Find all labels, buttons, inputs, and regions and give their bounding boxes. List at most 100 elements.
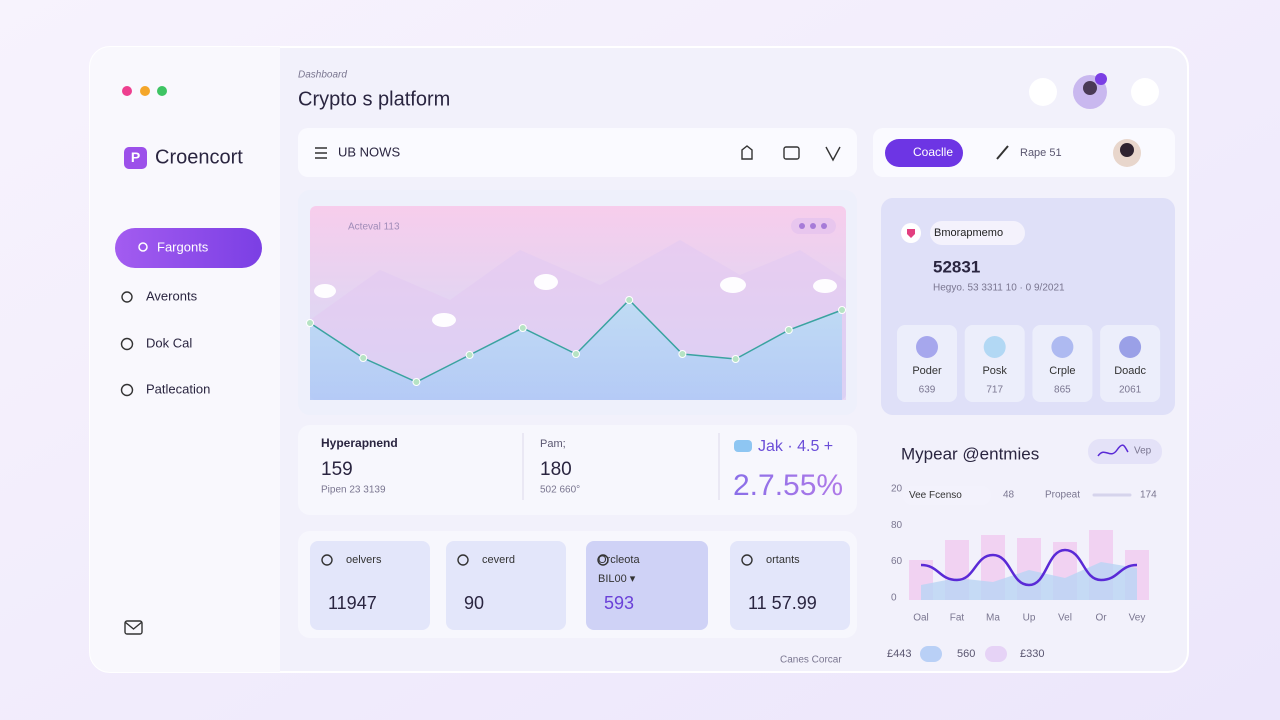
tile — [1100, 325, 1161, 402]
brand-icon-letter: P — [131, 149, 140, 165]
tile-icon — [1051, 336, 1074, 358]
stat-card — [310, 541, 430, 630]
x-tick-label: Vey — [1129, 613, 1146, 624]
toggle-label[interactable]: Vep — [1134, 446, 1152, 457]
tile-label: Poder — [912, 365, 942, 377]
stat-card — [446, 541, 566, 630]
nav-item[interactable]: Dok Cal — [146, 335, 192, 350]
legend-value: 174 — [1140, 490, 1157, 501]
x-tick-label: Up — [1023, 613, 1036, 624]
window-dot — [122, 86, 132, 96]
home-icon[interactable] — [741, 145, 753, 160]
stat-card — [586, 541, 708, 630]
window-dot — [157, 86, 167, 96]
brand: Croencort — [155, 146, 243, 168]
folder-icon[interactable] — [783, 146, 800, 160]
legend-value: 48 — [1003, 490, 1015, 501]
chart-footer: £443 — [887, 648, 911, 660]
x-tick-label: Or — [1095, 613, 1107, 624]
card-value: 90 — [464, 593, 484, 613]
stat-card — [730, 541, 850, 630]
y-tick-label: 20 — [891, 484, 903, 495]
stat-label: Hyperapnend — [321, 436, 398, 450]
nav-item[interactable]: Averonts — [146, 288, 198, 303]
x-tick-label: Ma — [986, 613, 1000, 624]
summary-value: 52831 — [933, 257, 980, 276]
avatar — [1083, 81, 1097, 95]
action-button-label[interactable]: Coaclle — [913, 145, 953, 159]
tile — [964, 325, 1025, 402]
nav-icon — [120, 383, 134, 397]
card-label: ortants — [766, 554, 800, 566]
card-icon — [597, 554, 609, 566]
avatar-badge — [1095, 73, 1107, 85]
card-value: 11 57.99 — [748, 593, 817, 613]
nav-active[interactable] — [115, 228, 262, 268]
tiles: Poder 639 Posk 717 Crple 865 Doadc 2061 — [897, 325, 1161, 402]
y-tick-label: 60 — [891, 556, 903, 567]
tile-icon — [916, 336, 938, 358]
card-value: 593 — [604, 593, 634, 613]
tile-label: Posk — [982, 365, 1007, 377]
stats-card — [298, 425, 857, 515]
breadcrumb: Dashboard — [298, 70, 347, 81]
point — [731, 355, 740, 363]
icon-button[interactable] — [1131, 78, 1159, 106]
page-title: Crypto s platform — [298, 88, 450, 110]
decoration — [314, 274, 837, 327]
tile-label: Doadc — [1114, 365, 1146, 377]
tile-icon — [983, 336, 1006, 358]
menu-icon[interactable] — [315, 147, 327, 159]
area — [310, 300, 842, 400]
card-label: ceverd — [482, 554, 515, 566]
point — [678, 350, 687, 358]
tile-icon — [1119, 336, 1142, 358]
legend-pill — [903, 486, 991, 505]
tile-value: 717 — [986, 385, 1003, 396]
highlight-label: Jak · 4.5 + — [758, 438, 833, 455]
point — [306, 319, 314, 327]
point — [838, 306, 846, 314]
nav-icon — [120, 337, 134, 351]
chip — [920, 646, 942, 662]
tile — [897, 325, 957, 402]
card-icon — [741, 554, 753, 566]
point — [784, 326, 793, 334]
tile-value: 865 — [1054, 385, 1071, 396]
toolbar-label: UB NOWS — [338, 144, 400, 159]
mail-icon[interactable] — [124, 620, 143, 635]
nav-item[interactable]: Patlecation — [146, 381, 210, 396]
tile-value: 639 — [919, 385, 936, 396]
footer: Canes Corcar — [780, 655, 842, 666]
card-label: Orcleota — [598, 554, 640, 566]
stat-sub: Pipen 23 3139 — [321, 485, 386, 496]
sidebar — [90, 47, 280, 672]
nav-icon — [121, 291, 133, 303]
tile — [1032, 325, 1093, 402]
card-sub: BIL00 ▾ — [598, 573, 636, 585]
right-toolbar-label: Rape 51 — [1020, 147, 1062, 159]
x-tick-label: Vel — [1058, 613, 1072, 624]
chart-menu-dot — [799, 223, 805, 229]
cards: oelvers 11947 ceverd 90 Orcleota BIL00 ▾ 593 or… — [310, 541, 850, 630]
card-value: 11947 — [328, 593, 377, 613]
x-tick-label: Oal — [913, 613, 929, 624]
filter-icon[interactable] — [825, 146, 841, 162]
action-button[interactable] — [885, 139, 963, 167]
toggle[interactable] — [1088, 439, 1162, 464]
cards-row — [298, 531, 857, 638]
chart-label: Acteval 113 — [348, 222, 400, 233]
y-tick-label: 80 — [891, 520, 903, 531]
legend-label: Vee Fcenso — [909, 490, 962, 501]
pen-icon — [996, 145, 1009, 160]
nav-item[interactable]: Fargonts — [157, 239, 209, 254]
icon-button[interactable] — [1029, 78, 1057, 106]
y-tick-label: 0 — [891, 593, 897, 604]
nav-icon — [138, 242, 148, 252]
side-chart-title: Мypear @entmies — [901, 444, 1039, 463]
stat-label: Pam; — [540, 438, 566, 450]
toolbar — [298, 128, 857, 177]
tile-value: 2061 — [1119, 385, 1142, 396]
chart-footer: 560 — [957, 648, 975, 660]
